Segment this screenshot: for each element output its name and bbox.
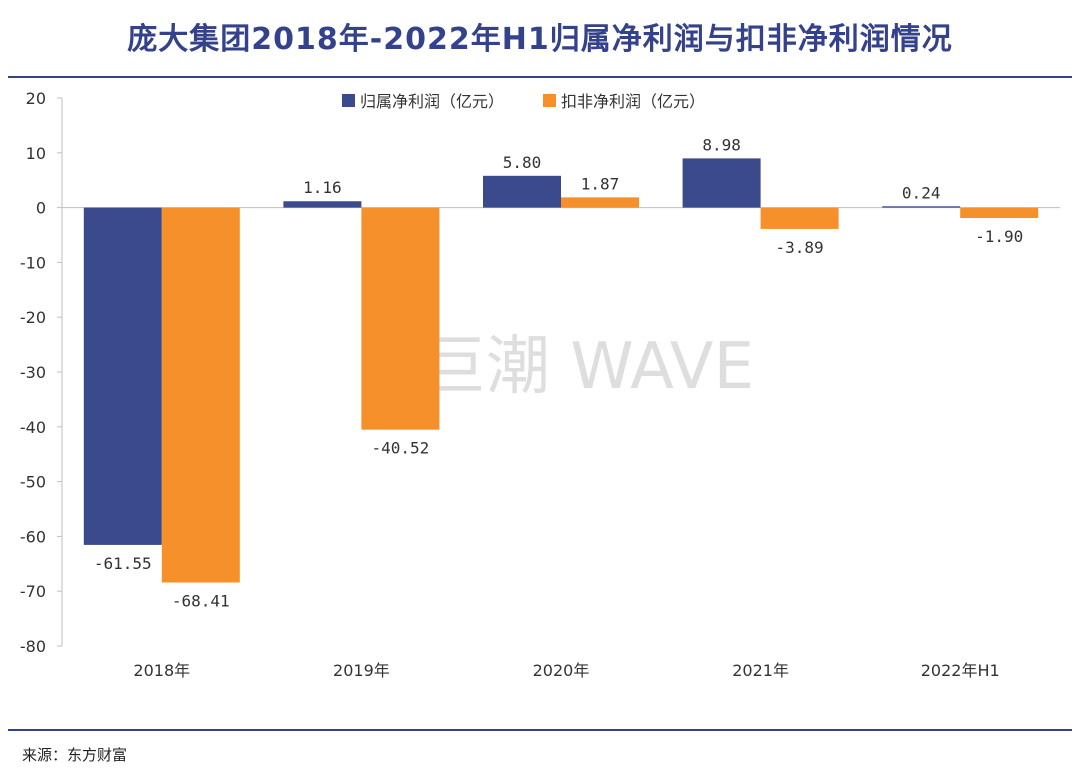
data-label: 0.24 bbox=[902, 183, 941, 202]
x-tick-label: 2018年 bbox=[133, 661, 190, 680]
bar-net-profit bbox=[283, 201, 362, 208]
y-tick-label: -60 bbox=[20, 527, 46, 546]
bar-deducted-net-profit bbox=[361, 207, 440, 430]
y-tick-label: -30 bbox=[20, 363, 46, 382]
data-label: 1.16 bbox=[303, 178, 342, 197]
x-tick-label: 2021年 bbox=[732, 661, 789, 680]
data-label: -68.41 bbox=[172, 591, 230, 610]
data-label: -1.90 bbox=[975, 227, 1023, 246]
data-label: 5.80 bbox=[503, 153, 542, 172]
y-tick-label: 20 bbox=[26, 89, 46, 108]
bar-net-profit bbox=[83, 207, 162, 545]
y-tick-label: -10 bbox=[20, 253, 46, 272]
legend-label: 扣非净利润（亿元） bbox=[561, 92, 705, 111]
bar-deducted-net-profit bbox=[960, 207, 1039, 219]
watermark: 巨潮 WAVE bbox=[422, 330, 754, 404]
data-label: 1.87 bbox=[581, 174, 620, 193]
legend-label: 归属净利润（亿元） bbox=[360, 92, 504, 111]
bar-net-profit bbox=[682, 158, 761, 208]
data-label: -40.52 bbox=[372, 439, 430, 458]
chart-title: 庞大集团2018年-2022年H1归属净利润与扣非净利润情况 bbox=[127, 22, 953, 57]
bar-deducted-net-profit bbox=[760, 207, 839, 229]
x-tick-label: 2020年 bbox=[533, 661, 590, 680]
data-label: -3.89 bbox=[776, 238, 824, 257]
bar-chart: 巨潮 WAVE 20 10 0 -10 -20 -30 -40 -50 -60 -70 -80 201… bbox=[20, 89, 1060, 680]
header-rule bbox=[8, 76, 1072, 78]
y-tick-label: 0 bbox=[36, 199, 46, 218]
y-tick-label: 10 bbox=[26, 144, 46, 163]
y-tick-label: -70 bbox=[20, 582, 46, 601]
bar-net-profit bbox=[483, 175, 561, 208]
y-tick-label: -80 bbox=[20, 637, 46, 656]
bar-net-profit bbox=[882, 206, 961, 208]
bar-deducted-net-profit bbox=[161, 207, 240, 583]
x-tick-label: 2019年 bbox=[333, 661, 390, 680]
x-tick-label: 2022年H1 bbox=[921, 661, 1000, 680]
y-tick-label: -20 bbox=[20, 308, 46, 327]
data-label: 8.98 bbox=[702, 135, 741, 154]
footer-rule bbox=[8, 729, 1072, 731]
data-label: -61.55 bbox=[94, 554, 152, 573]
legend-swatch bbox=[543, 94, 556, 107]
bar-deducted-net-profit bbox=[561, 197, 639, 208]
y-tick-label: -50 bbox=[20, 473, 46, 492]
source-note: 来源：东方财富 bbox=[22, 746, 128, 764]
y-tick-label: -40 bbox=[20, 418, 46, 437]
legend-swatch bbox=[342, 94, 355, 107]
